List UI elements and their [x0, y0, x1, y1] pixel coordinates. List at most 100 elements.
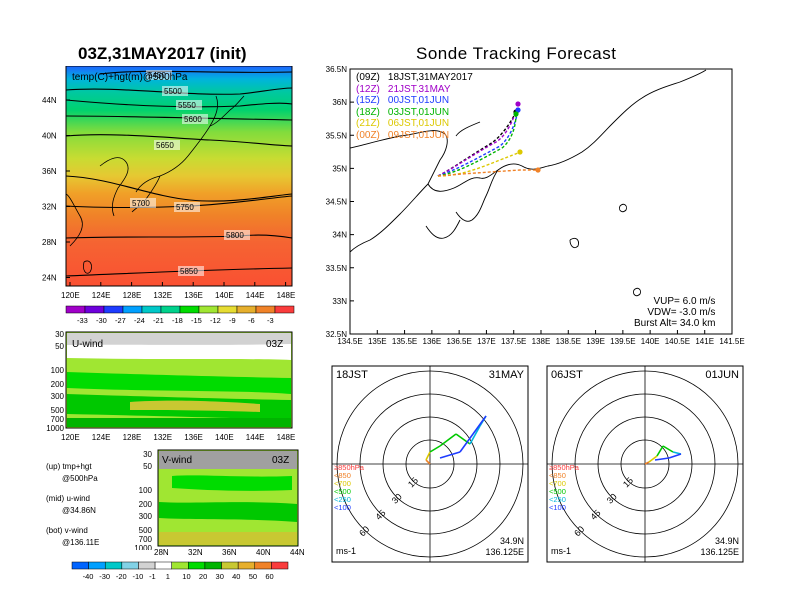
contour-label: 5750	[176, 203, 194, 212]
track-end-marker	[515, 101, 521, 107]
wind-colorbar-swatch	[204, 561, 222, 570]
lon-tick-label: 148E	[277, 291, 296, 300]
wind-colorbar-swatch	[171, 561, 189, 570]
temp-colorbar-swatch	[65, 305, 86, 314]
wind-colorbar-label: 1	[166, 572, 170, 581]
wind-colorbar-swatch	[121, 561, 139, 570]
left-map-lat-axis: 44N 40N 36N 32N 28N 24N	[42, 96, 70, 283]
polar-legend-entry: <700	[549, 479, 566, 488]
uwind-lon-tick: 128E	[123, 433, 142, 442]
tracking-lon-tick: 141E	[695, 337, 714, 346]
polar-legend-entry: <700	[334, 479, 351, 488]
hodograph-segment	[654, 457, 670, 461]
uwind-lon-tick: 144E	[246, 433, 265, 442]
map-field-label: temp(C)+hgt(m)@500hPa	[72, 72, 188, 83]
vwind-p-tick: 50	[143, 462, 152, 471]
tracking-lon-tick: 139E	[586, 337, 605, 346]
uwind-label: U-wind	[72, 339, 103, 350]
launch-label: (09Z)	[356, 72, 380, 83]
polar-unit: ms-1	[551, 546, 571, 556]
burst-param: Burst Alt= 34.0 km	[634, 318, 716, 329]
tracking-lon-tick: 137E	[477, 337, 496, 346]
uwind-lon-tick: 140E	[215, 433, 234, 442]
hodograph-segment	[439, 451, 461, 459]
launch-label: (21Z)	[356, 118, 380, 129]
lon-tick-label: 124E	[92, 291, 111, 300]
lon-tick-label: 120E	[61, 291, 80, 300]
launch-time: 03JST,01JUN	[387, 106, 450, 118]
vwind-p-axis: 30 50 100 200 300 500 700 1000	[126, 446, 154, 553]
contour-label: 5600	[184, 115, 202, 124]
vwind-label: V-wind	[162, 455, 192, 466]
hodograph-segment	[459, 415, 487, 453]
temp-colorbar-swatch	[217, 305, 238, 314]
wind-colorbar-label: 20	[199, 572, 207, 581]
wind-colorbar-label: -20	[116, 572, 127, 581]
hodograph-segment	[469, 425, 481, 445]
vwind-lat-tick: 44N	[290, 548, 305, 556]
vwind-p-tick: 300	[139, 512, 153, 521]
vwind-section: V-wind 03Z 28N 32N 36N 40N 44N	[154, 449, 305, 556]
contour-labels: 5450 5500 5550 5600 5650 5700 5750 5800 5850	[130, 70, 250, 276]
tracking-lon-tick: 135E	[368, 337, 387, 346]
wind-colorbar-label: -1	[149, 572, 156, 581]
left-map-lon-axis: 120E 124E 128E 132E 136E 140E 144E 148E	[61, 282, 295, 300]
hodograph-segment	[656, 445, 664, 457]
track-end-marker	[535, 167, 541, 173]
coastlines	[65, 95, 245, 274]
tracking-lat-tick: 36N	[332, 98, 347, 107]
vup-param: VUP= 6.0 m/s	[653, 296, 716, 307]
wind-colorbar-swatch	[237, 561, 256, 570]
uwind-p-tick: 1000	[46, 424, 64, 433]
hodograph-segment	[648, 455, 658, 463]
polar-ring-label: 60	[572, 524, 586, 538]
wind-colorbar-label: -30	[99, 572, 110, 581]
temp-colorbar-swatch	[198, 305, 219, 314]
polar-lat: 34.9N	[500, 536, 524, 546]
lat-tick-label: 28N	[42, 238, 57, 247]
legend-bot: (bot) v-wind @136.11E	[46, 526, 100, 547]
wind-colorbar-label: 60	[265, 572, 273, 581]
tracking-lat-tick: 33.5N	[326, 264, 348, 273]
temp-colorbar-label: -6	[248, 316, 255, 325]
launch-time: 18JST,31MAY2017	[387, 72, 473, 83]
hodograph-segment	[644, 461, 650, 465]
tracking-lat-tick: 36.5N	[326, 65, 348, 74]
tracking-title: Sonde Tracking Forecast	[416, 44, 617, 63]
launch-label: (12Z)	[356, 83, 380, 95]
temp-colorbar-label: -33	[77, 316, 88, 325]
temp-colorbar-label: -30	[96, 316, 107, 325]
wind-colorbar-swatch	[221, 561, 239, 570]
polar-legend-entry: <250	[334, 495, 351, 504]
wind-colorbar-swatch	[154, 561, 172, 570]
tracking-lon-tick: 138.5E	[556, 337, 581, 346]
wind-colorbar-swatch	[254, 561, 272, 570]
wind-colorbar-swatch	[271, 561, 289, 570]
launch-legend-row: (12Z) 21JST,31MAY	[356, 84, 473, 96]
lat-tick-label: 36N	[42, 167, 57, 176]
temp-colorbar-label: -15	[191, 316, 202, 325]
polar-legend-entry: <500	[334, 487, 351, 496]
polar-lon: 136.125E	[700, 547, 739, 557]
uwind-p-tick: 300	[51, 392, 65, 401]
polar-date: 01JUN	[705, 369, 739, 381]
tracking-lon-tick: 137.5E	[501, 337, 526, 346]
uwind-lon-tick: 148E	[277, 433, 296, 442]
launch-label: (15Z)	[356, 95, 380, 106]
vwind-p-tick: 500	[139, 526, 153, 535]
tracking-lat-tick: 34N	[332, 231, 347, 240]
vwind-p-tick: 1000	[134, 544, 152, 550]
launch-label: (00Z)	[356, 129, 380, 141]
tracking-lon-tick: 138E	[532, 337, 551, 346]
tracking-lat-tick: 35.5N	[326, 131, 348, 140]
launch-params: VUP= 6.0 m/s VDW= -3.0 m/s Burst Alt= 34…	[634, 296, 715, 329]
wind-colorbar-label: -40	[83, 572, 94, 581]
vdw-param: VDW= -3.0 m/s	[647, 307, 716, 318]
contour-label: 5850	[180, 267, 198, 276]
tracking-lon-tick: 136.5E	[446, 337, 471, 346]
uwind-p-tick: 100	[51, 366, 65, 375]
lon-tick-label: 136E	[184, 291, 203, 300]
temp-colorbar-label: -27	[115, 316, 126, 325]
